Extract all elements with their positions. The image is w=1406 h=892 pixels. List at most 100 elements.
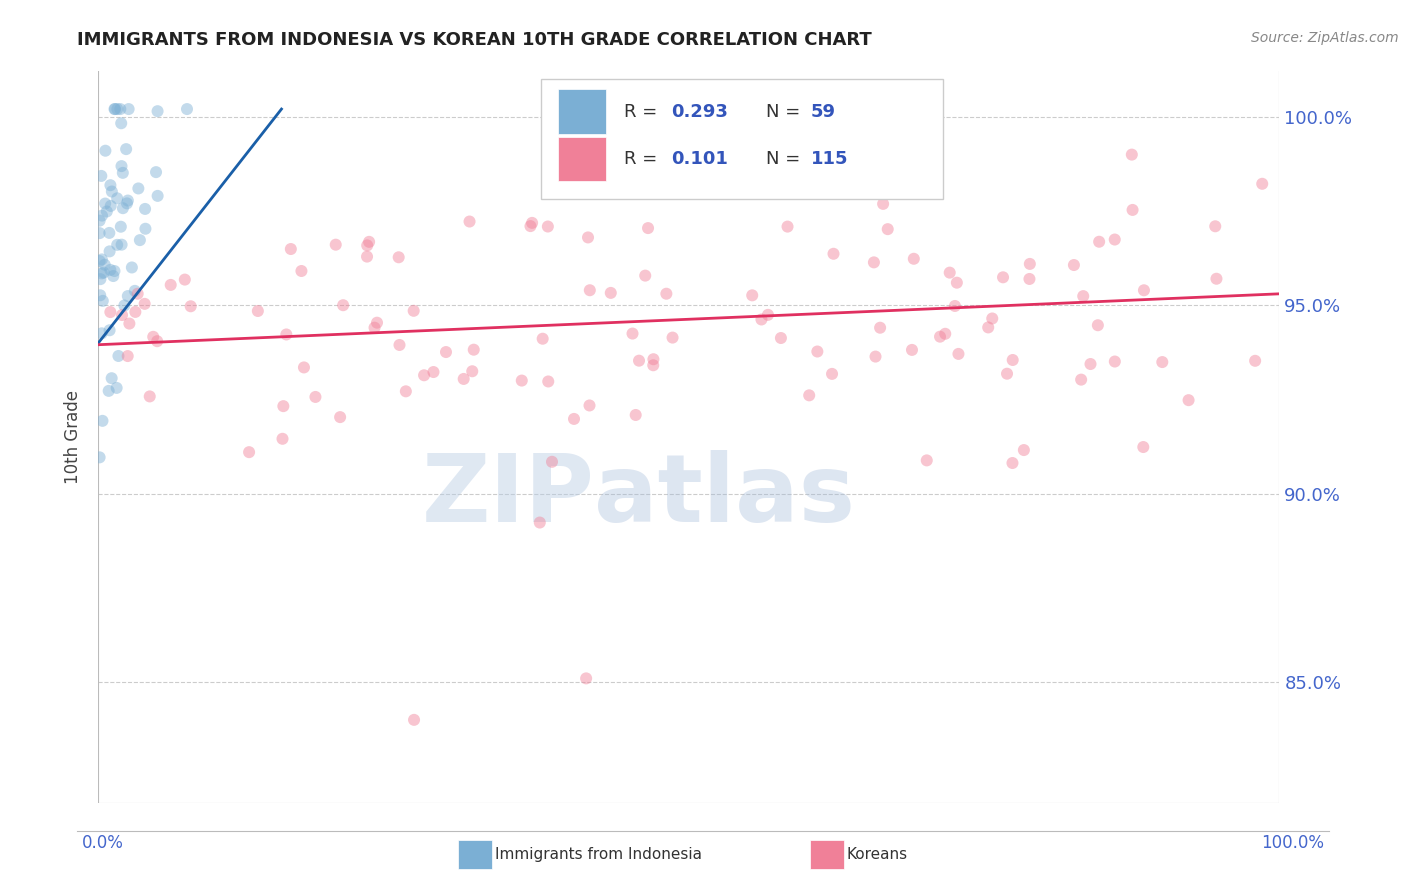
Point	[110, 159, 132, 173]
Point	[1204, 219, 1226, 234]
Point	[1251, 177, 1274, 191]
Point	[741, 288, 763, 302]
Point	[100, 178, 122, 193]
Point	[134, 297, 156, 311]
Text: R =: R =	[624, 103, 664, 120]
Point	[537, 375, 560, 389]
Point	[105, 102, 128, 116]
Point	[112, 298, 135, 312]
Point	[627, 353, 650, 368]
Point	[915, 453, 938, 467]
Point	[89, 254, 111, 268]
Point	[329, 410, 352, 425]
Point	[395, 384, 418, 399]
Point	[96, 204, 118, 219]
Point	[1088, 235, 1111, 249]
Text: Immigrants from Indonesia: Immigrants from Indonesia	[495, 847, 702, 862]
Point	[821, 367, 844, 381]
Point	[142, 330, 165, 344]
Point	[127, 286, 149, 301]
Point	[1132, 440, 1154, 454]
Point	[107, 349, 129, 363]
Point	[117, 349, 139, 363]
Point	[271, 432, 294, 446]
Point	[929, 329, 952, 343]
Point	[100, 199, 122, 213]
Point	[105, 381, 128, 395]
Point	[402, 713, 425, 727]
Text: N =: N =	[766, 150, 806, 168]
Point	[901, 343, 924, 357]
Point	[98, 226, 121, 240]
Point	[111, 166, 134, 180]
Point	[537, 219, 560, 234]
Text: Koreans: Koreans	[846, 847, 907, 862]
Point	[1244, 353, 1267, 368]
Point	[91, 414, 114, 428]
Point	[273, 399, 295, 413]
Point	[799, 388, 821, 402]
Text: atlas: atlas	[595, 450, 855, 541]
Point	[276, 327, 298, 342]
Point	[977, 320, 1000, 334]
Text: R =: R =	[624, 150, 669, 168]
Point	[402, 303, 425, 318]
Point	[1001, 353, 1024, 368]
Point	[110, 237, 132, 252]
Point	[105, 237, 128, 252]
Point	[356, 250, 378, 264]
Point	[89, 226, 111, 240]
Point	[634, 268, 657, 283]
FancyBboxPatch shape	[558, 136, 606, 181]
Text: 0.293: 0.293	[671, 103, 728, 120]
Point	[100, 371, 122, 385]
Text: N =: N =	[766, 103, 806, 120]
Point	[89, 213, 111, 227]
FancyBboxPatch shape	[541, 78, 943, 200]
Point	[173, 272, 195, 286]
Point	[869, 320, 891, 334]
Point	[325, 237, 347, 252]
Point	[290, 264, 312, 278]
Point	[1205, 271, 1227, 285]
Point	[991, 270, 1014, 285]
Point	[304, 390, 326, 404]
Point	[90, 326, 112, 341]
Point	[578, 399, 600, 413]
Point	[121, 260, 143, 275]
Point	[643, 352, 665, 367]
Point	[1063, 258, 1085, 272]
Point	[823, 247, 845, 261]
Point	[128, 233, 150, 247]
Point	[97, 384, 120, 398]
Point	[1152, 355, 1174, 369]
Point	[111, 308, 134, 322]
Point	[458, 214, 481, 228]
Text: 115: 115	[811, 150, 848, 168]
Point	[91, 293, 114, 308]
Point	[110, 219, 132, 234]
Point	[876, 222, 898, 236]
Point	[89, 450, 111, 465]
Point	[1087, 318, 1109, 333]
Point	[118, 317, 141, 331]
Point	[145, 165, 167, 179]
Text: 0.0%: 0.0%	[82, 834, 124, 852]
Point	[146, 334, 169, 349]
Point	[332, 298, 354, 312]
Point	[117, 289, 139, 303]
Point	[134, 221, 156, 235]
Point	[238, 445, 260, 459]
Text: IMMIGRANTS FROM INDONESIA VS KOREAN 10TH GRADE CORRELATION CHART: IMMIGRANTS FROM INDONESIA VS KOREAN 10TH…	[77, 31, 872, 49]
Text: Source: ZipAtlas.com: Source: ZipAtlas.com	[1251, 31, 1399, 45]
Point	[101, 185, 124, 199]
Point	[751, 312, 773, 326]
FancyBboxPatch shape	[558, 89, 606, 134]
Point	[246, 304, 269, 318]
Point	[1177, 393, 1199, 408]
Point	[1012, 443, 1035, 458]
Point	[453, 372, 475, 386]
Point	[89, 288, 111, 302]
Point	[461, 364, 484, 378]
Point	[938, 266, 960, 280]
